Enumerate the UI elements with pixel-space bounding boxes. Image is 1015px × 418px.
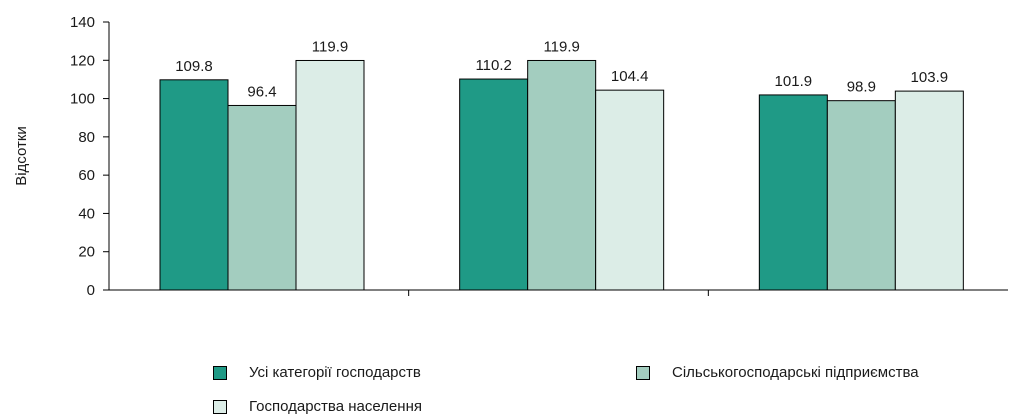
y-tick-label: 20 [78,244,95,261]
bar [758,94,828,291]
bar-value-label: 110.2 [475,57,511,74]
bar-chart: 0 20 40 60 80 100 120 140 109.8 110.2 101.9 96.4 11… [13,14,1008,299]
y-tick-label: 140 [70,14,95,31]
legend-swatch [213,399,227,414]
bar [894,90,964,291]
data-labels: 109.8 110.2 101.9 96.4 119.9 98.9 119.9 104.4 10… [175,38,948,100]
x-axis [109,289,1008,296]
legend-item-agricultural-enterprises: Сільськогосподарські підприємства [636,364,919,381]
bar [295,59,365,291]
bar [459,78,529,291]
legend-item-all-categories: Усі категорії господарств [213,364,421,381]
legend-label: Усі категорії господарств [249,364,421,381]
bar [227,104,297,291]
y-tick-label: 0 [87,282,95,299]
legend-label: Господарства населення [249,398,422,415]
legend-item-households: Господарства населення [213,398,422,415]
bar-value-label: 109.8 [175,58,213,75]
legend-swatch [636,365,650,380]
bar-value-label: 98.9 [847,79,876,96]
bar-value-label: 96.4 [247,83,276,100]
bars [159,59,964,291]
y-axis-label: Відсотки [13,126,30,186]
legend-swatch [213,365,227,380]
y-tick-label: 100 [70,91,95,108]
bar [595,89,665,291]
bar [159,79,229,291]
bar-value-label: 103.9 [911,69,949,86]
bar-value-label: 104.4 [611,68,649,85]
y-tick-label: 80 [78,129,95,146]
y-tick-label: 60 [78,167,95,184]
bar-value-label: 101.9 [775,73,813,90]
bar-value-label: 119.9 [543,38,579,55]
y-axis: 0 20 40 60 80 100 120 140 [70,14,110,299]
bar [527,59,597,291]
bar [826,100,896,291]
y-tick-label: 120 [70,52,95,69]
y-tick-label: 40 [78,205,95,222]
bar-value-label: 119.9 [312,38,348,55]
legend-label: Сільськогосподарські підприємства [672,364,919,381]
